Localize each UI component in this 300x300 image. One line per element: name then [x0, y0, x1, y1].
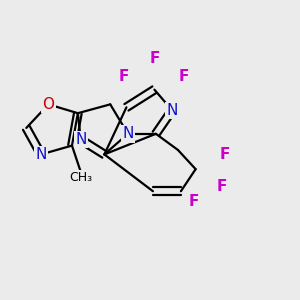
Text: N: N [167, 103, 178, 118]
Text: N: N [35, 147, 47, 162]
Text: CH₃: CH₃ [69, 172, 92, 184]
Text: F: F [220, 147, 230, 162]
Text: N: N [122, 126, 134, 141]
Text: F: F [179, 69, 189, 84]
Text: O: O [42, 97, 54, 112]
Text: F: F [118, 69, 129, 84]
Text: N: N [75, 132, 86, 147]
Text: F: F [217, 179, 227, 194]
Text: F: F [189, 194, 200, 209]
Text: F: F [149, 51, 160, 66]
